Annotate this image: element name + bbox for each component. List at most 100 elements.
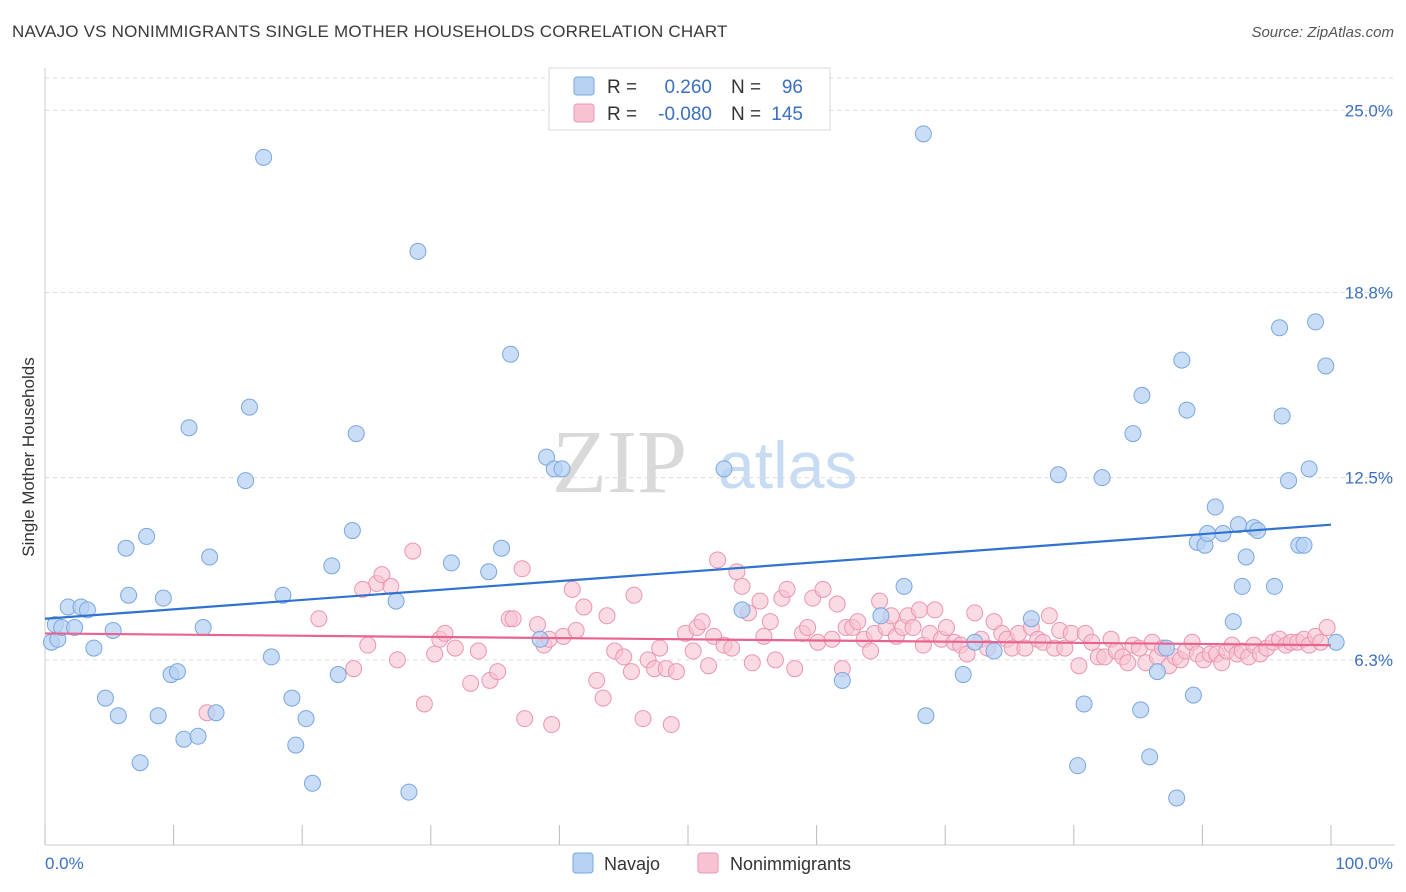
navajo-point (237, 472, 255, 490)
navajo-point (553, 460, 571, 478)
navajo-point (1124, 425, 1142, 443)
nonimmigrants-point (489, 663, 507, 681)
navajo-point (297, 710, 315, 728)
nonimmigrants-point (634, 710, 652, 728)
nonimmigrants-point (436, 624, 454, 642)
navajo-point (329, 666, 347, 684)
nonimmigrants-point (651, 639, 669, 657)
navajo-point (914, 125, 932, 143)
nonimmigrants-point (904, 619, 922, 637)
nonimmigrants-point (345, 660, 363, 678)
navajo-point (240, 398, 258, 416)
nonimmigrants-point (504, 610, 522, 628)
nonimmigrants-point (469, 642, 487, 660)
nonimmigrants-point (684, 642, 702, 660)
navajo-point (262, 648, 280, 666)
navajo-point (1184, 686, 1202, 704)
nonimmigrants-point (937, 619, 955, 637)
navajo-point (255, 148, 273, 166)
nonimmigrants-point (823, 630, 841, 648)
navajo-point (168, 663, 186, 681)
navajo-point (283, 689, 301, 707)
navajo-point (189, 727, 207, 745)
navajo-point (872, 607, 890, 625)
navajo-point (442, 554, 460, 572)
nonimmigrants-point (743, 654, 761, 672)
navajo-point (194, 619, 212, 637)
navajo-point (387, 592, 405, 610)
nonimmigrants-point (1056, 639, 1074, 657)
nonimmigrants-point (622, 663, 640, 681)
legend-n-value-2: 145 (771, 104, 803, 125)
nonimmigrants-point (778, 580, 796, 598)
navajo-point (1157, 639, 1175, 657)
y-axis-label: Single Mother Households (19, 357, 38, 556)
navajo-point (538, 448, 556, 466)
nonimmigrants-point (723, 639, 741, 657)
nonimmigrants-point (733, 577, 751, 595)
navajo-point (274, 586, 292, 604)
nonimmigrants-point (588, 671, 606, 689)
nonimmigrants-point (373, 566, 391, 584)
nonimmigrants-point (786, 660, 804, 678)
source-label: Source: ZipAtlas.com (1251, 24, 1394, 41)
navajo-point (1093, 469, 1111, 487)
nonimmigrants-point (516, 710, 534, 728)
bottom-legend: Navajo Nonimmigrants (572, 852, 851, 874)
navajo-point (985, 642, 1003, 660)
nonimmigrants-points (198, 542, 1336, 734)
navajo-point (502, 345, 520, 363)
nonimmigrants-point (871, 592, 889, 610)
navajo-point (149, 707, 167, 725)
navajo-point (409, 242, 427, 260)
nonimmigrants-point (310, 610, 328, 628)
navajo-point (917, 707, 935, 725)
navajo-point (400, 783, 418, 801)
navajo-point (303, 774, 321, 792)
trend-lines (44, 523, 1332, 647)
navajo-points (42, 125, 1345, 807)
y-tick-label: 18.8% (1345, 284, 1393, 303)
legend-n-value-1: 96 (782, 77, 803, 98)
navajo-point (1075, 695, 1093, 713)
navajo-point (1049, 466, 1067, 484)
nonimmigrants-point (761, 613, 779, 631)
navajo-point (85, 639, 103, 657)
navajo-point (207, 704, 225, 722)
x-tick-label: 100.0% (1335, 854, 1393, 873)
nonimmigrants-point (755, 627, 773, 645)
axes (44, 68, 1395, 846)
navajo-point (1295, 536, 1313, 554)
navajo-point (1132, 701, 1150, 719)
navajo-point (1280, 472, 1298, 490)
watermark-atlas: atlas (718, 428, 857, 502)
nonimmigrants-point (513, 560, 531, 578)
navajo-point (131, 754, 149, 772)
legend-r-value-1: 0.260 (664, 77, 712, 98)
nonimmigrants-point (814, 580, 832, 598)
nonimmigrants-point (926, 601, 944, 619)
navajo-point (715, 460, 733, 478)
navajo-point (480, 563, 498, 581)
nonimmigrants-point (529, 616, 547, 634)
navajo-point (66, 619, 84, 637)
nonimmigrants-point (598, 607, 616, 625)
nonimmigrants-point (709, 551, 727, 569)
navajo-point (1273, 407, 1291, 425)
navajo-point (1148, 663, 1166, 681)
nonimmigrants-point (910, 601, 928, 619)
navajo-point (96, 689, 114, 707)
nonimmigrants-point (426, 645, 444, 663)
legend: R = 0.260 N = 96 R = -0.080 N = 145 (548, 67, 831, 131)
navajo-bottom-label: Navajo (604, 854, 660, 874)
nonimmigrants-point (799, 619, 817, 637)
nonimmigrants-point (667, 663, 685, 681)
chart-title: NAVAJO VS NONIMMIGRANTS SINGLE MOTHER HO… (12, 22, 728, 41)
legend-r-value-2: -0.080 (658, 104, 712, 125)
nonimmigrants-point (1062, 624, 1080, 642)
navajo-point (1141, 748, 1159, 766)
nonimmigrants-point (354, 580, 372, 598)
nonimmigrants-point (828, 595, 846, 613)
navajo-point (347, 425, 365, 443)
y-tick-label: 25.0% (1345, 101, 1393, 120)
